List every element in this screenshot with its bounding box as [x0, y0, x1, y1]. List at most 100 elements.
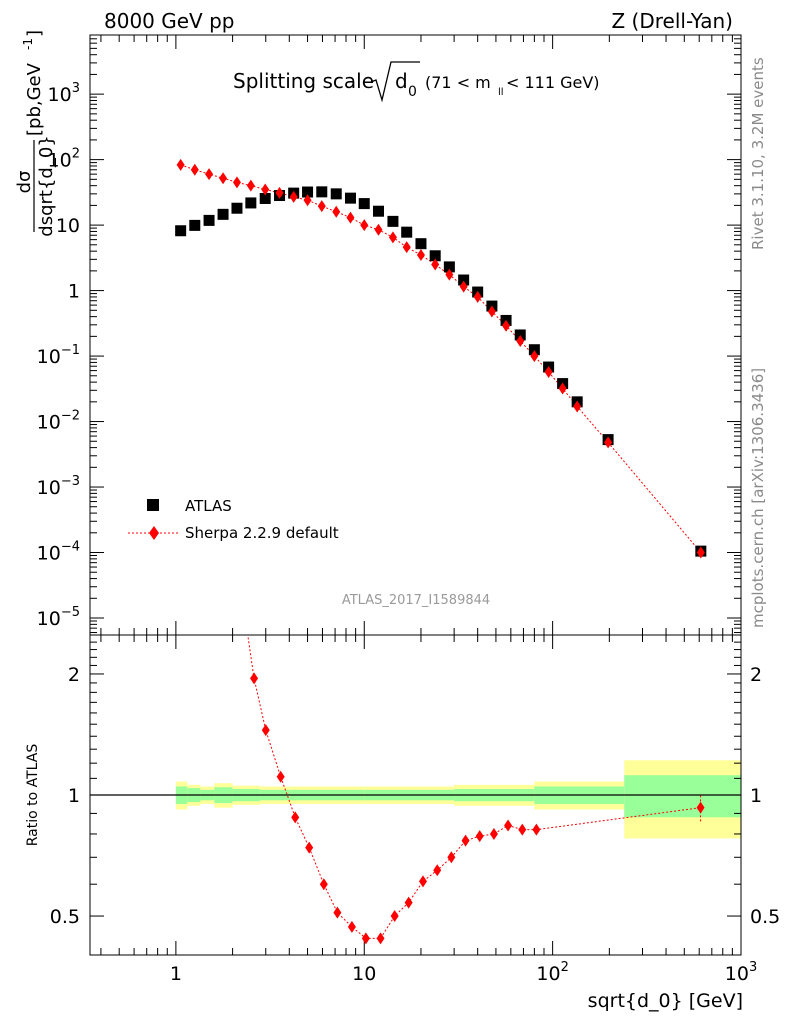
ratio-uncertainty-band: [90, 760, 741, 839]
ratio-point: [276, 770, 285, 783]
data-point: [203, 214, 215, 226]
mc-point: [303, 194, 312, 207]
mc-point: [487, 305, 496, 318]
data-point: [514, 329, 526, 341]
ratio-point: [291, 811, 300, 824]
mc-point: [289, 190, 298, 203]
mc-point: [558, 382, 567, 395]
mc-point: [219, 172, 228, 185]
ratio-point: [532, 823, 541, 836]
ratio-point: [461, 834, 470, 847]
data-point: [189, 219, 201, 231]
title-range-open: (71 < m: [425, 73, 491, 92]
mc-point: [459, 280, 468, 293]
data-point: [358, 198, 370, 210]
y-axis-title-ratio: Ratio to ATLAS: [25, 744, 41, 847]
legend-mc-marker: [149, 526, 159, 540]
mc-point: [190, 163, 199, 176]
ratio-point: [250, 672, 259, 685]
y-tick-label: 103: [48, 81, 80, 106]
mc-point: [246, 179, 255, 192]
mc-line: [180, 164, 702, 553]
ratio-y-tick-label-right: 1: [750, 785, 762, 807]
ratio-point: [305, 841, 314, 854]
ratio-y-tick-label-left: 2: [68, 664, 80, 686]
data-point: [387, 215, 399, 227]
mc-point: [431, 258, 440, 271]
mc-point: [502, 319, 511, 332]
ratio-line-group: [247, 635, 701, 939]
mc-point: [544, 366, 553, 379]
mc-point: [445, 268, 454, 281]
ratio-point: [404, 896, 413, 909]
title-main: Splitting scale: [233, 69, 374, 93]
title-range-close: < 111 GeV): [506, 73, 600, 92]
y-tick-label: 10−1: [37, 343, 80, 368]
data-point: [231, 202, 243, 214]
ratio-line: [247, 635, 701, 939]
data-point: [316, 186, 328, 198]
y-title-numerator: dσ: [14, 171, 35, 194]
header-left: 8000 GeV pp: [104, 9, 235, 33]
mcplots-label: mcplots.cern.ch [arXiv:1306.3436]: [749, 368, 767, 628]
y-title-units: [pb,GeV: [24, 62, 45, 136]
ratio-point: [518, 823, 527, 836]
ratio-point: [504, 819, 513, 832]
ratio-point: [475, 830, 484, 843]
ratio-point: [418, 875, 427, 888]
ratio-point: [261, 724, 270, 737]
ratio-point: [361, 932, 370, 945]
legend-mc-label: Sherpa 2.2.9 default: [185, 524, 339, 542]
ratio-series: [247, 635, 705, 945]
ratio-panel-frame: [89, 634, 742, 956]
band-inner-segment: [624, 775, 741, 818]
data-point: [443, 261, 455, 273]
ratio-point: [489, 827, 498, 840]
y-tick-label: 10−5: [37, 605, 80, 630]
mc-point: [176, 158, 185, 171]
y-tick-label: 1: [68, 281, 80, 303]
legend: ATLAS Sherpa 2.2.9 default: [128, 497, 339, 542]
mc-point: [696, 546, 705, 559]
mc-point: [275, 186, 284, 199]
ratio-point: [390, 910, 399, 923]
ratio-point: [319, 878, 328, 891]
data-point: [217, 208, 229, 220]
data-point: [415, 238, 427, 250]
ratio-point: [376, 932, 385, 945]
x-tick-label: 102: [536, 960, 568, 985]
main-panel-frame: [89, 34, 742, 636]
y-axis-title-main: dσ dsqrt{d_0} [pb,GeV -1 ]: [14, 30, 57, 237]
mc-point: [604, 436, 613, 449]
mc-point: [473, 290, 482, 303]
y-tick-label: 102: [48, 147, 80, 172]
mc-point: [232, 176, 241, 189]
title-var-sub: 0: [408, 84, 417, 100]
y-title-units-exp: -1: [21, 38, 35, 50]
mc-point: [261, 183, 270, 196]
y-tick-label: 10−2: [37, 409, 80, 434]
mc-point: [573, 400, 582, 413]
rivet-label: Rivet 3.1.10, 3.2M events: [749, 57, 767, 250]
mc-point: [374, 223, 383, 236]
title-range-sub: ll: [498, 87, 504, 98]
mc-point: [346, 211, 355, 224]
mc-point: [317, 200, 326, 213]
ratio-y-tick-label-right: 0.5: [750, 906, 780, 928]
data-point: [401, 226, 413, 238]
y-tick-label: 10−3: [37, 474, 80, 499]
data-point: [175, 225, 187, 237]
ratio-point: [347, 920, 356, 933]
title-var: d: [395, 69, 408, 93]
mc-point: [416, 248, 425, 261]
main-series: [175, 158, 707, 559]
mc-point: [516, 334, 525, 347]
data-point: [245, 197, 257, 209]
plot-title: Splitting scale d 0 (71 < m ll < 111 GeV…: [233, 61, 600, 103]
data-point: [528, 344, 540, 356]
ratio-point: [333, 906, 342, 919]
data-point: [429, 250, 441, 262]
legend-data-marker: [147, 499, 159, 511]
analysis-id: ATLAS_2017_I1589844: [342, 593, 490, 608]
